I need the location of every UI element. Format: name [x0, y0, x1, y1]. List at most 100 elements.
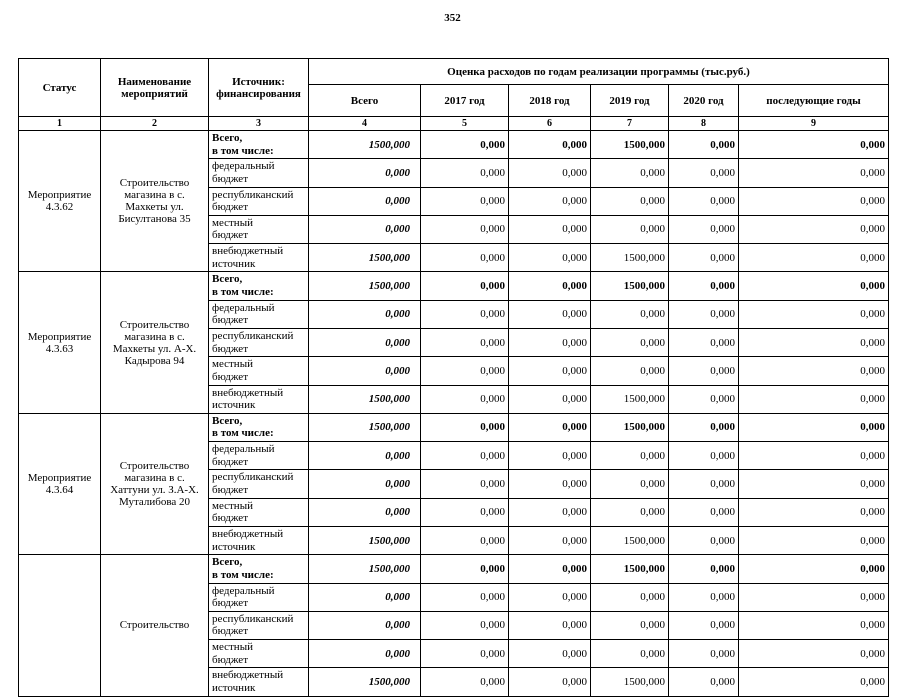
value-cell: 0,000 — [668, 158, 739, 188]
value-cell: 0,000 — [508, 525, 591, 556]
expense-row: Строительство Всего, в том числе: 1500,000… — [18, 554, 889, 697]
header-year-col-2: 2017 год — [420, 84, 509, 117]
value-cell: 0,000 — [738, 214, 889, 245]
page-number: 352 — [444, 12, 461, 24]
value-cell: 0,000 — [738, 327, 889, 358]
expense-row: местный бюджет 0,000 0,000 0,000 0,000 0,000 0… — [19, 497, 889, 527]
value-cell: 0,000 — [308, 158, 421, 188]
value-cell: 1500,000 — [590, 525, 669, 556]
value-cell: 0,000 — [668, 214, 739, 245]
value-cell: 0,000 — [590, 610, 669, 641]
value-cell: 0,000 — [420, 271, 509, 301]
funding-source-cell: внебюджетный источник — [208, 243, 309, 273]
value-cell: 0,000 — [668, 610, 739, 641]
value-cell: 0,000 — [508, 582, 591, 612]
funding-source-cell: Всего, в том числе: — [208, 412, 309, 443]
value-cell: 0,000 — [668, 186, 739, 216]
activity-name-cell: Строительство — [100, 554, 209, 697]
value-cell: 0,000 — [508, 356, 591, 386]
value-cell: 0,000 — [738, 299, 889, 329]
expense-row: внебюджетный источник 1500,000 0,000 0,000 1… — [19, 384, 889, 414]
value-cell: 0,000 — [508, 469, 591, 499]
value-cell: 0,000 — [668, 441, 739, 471]
value-cell: 0,000 — [668, 299, 739, 329]
value-cell: 0,000 — [738, 441, 889, 471]
value-cell: 0,000 — [590, 582, 669, 612]
value-cell: 1500,000 — [590, 129, 669, 160]
value-cell: 0,000 — [738, 639, 889, 669]
activity-name-cell: Строительство магазина в с. Махкеты ул. … — [100, 129, 209, 273]
value-cell: 0,000 — [420, 554, 509, 584]
value-cell: 1500,000 — [590, 243, 669, 273]
status-cell: Мероприятие 4.3.62 — [18, 129, 101, 273]
value-cell: 1500,000 — [590, 412, 669, 443]
expense-row: республиканский бюджет 0,000 0,000 0,000 0,0… — [19, 327, 889, 358]
value-cell: 0,000 — [508, 129, 591, 160]
expense-row: Мероприятие 4.3.63 Строительство магазина… — [18, 271, 889, 414]
value-cell: 0,000 — [420, 384, 509, 414]
status-cell: Мероприятие 4.3.64 — [18, 412, 101, 556]
value-cell: 0,000 — [508, 610, 591, 641]
value-cell: 1500,000 — [590, 554, 669, 584]
column-number: 7 — [590, 116, 669, 131]
value-cell: 0,000 — [420, 469, 509, 499]
expense-row: внебюджетный источник 1500,000 0,000 0,000 1… — [19, 243, 889, 273]
value-cell: 0,000 — [308, 214, 421, 245]
value-cell: 0,000 — [508, 214, 591, 245]
column-number: 4 — [308, 116, 421, 131]
value-cell: 0,000 — [668, 525, 739, 556]
funding-source-cell: местный бюджет — [208, 356, 309, 386]
value-cell: 0,000 — [738, 356, 889, 386]
value-cell: 0,000 — [420, 667, 509, 697]
header-funding-source: Источник: финансирования — [208, 58, 309, 117]
funding-source-cell: федеральный бюджет — [208, 582, 309, 612]
value-cell: 0,000 — [738, 243, 889, 273]
value-cell: 0,000 — [420, 129, 509, 160]
value-cell: 0,000 — [508, 412, 591, 443]
value-cell: 0,000 — [668, 667, 739, 697]
value-cell: 0,000 — [508, 299, 591, 329]
value-cell: 0,000 — [508, 384, 591, 414]
funding-source-cell: республиканский бюджет — [208, 610, 309, 641]
expense-row: Мероприятие 4.3.64 Строительство магазина… — [18, 412, 889, 556]
value-cell: 0,000 — [590, 158, 669, 188]
header-year-col-3: 2018 год — [508, 84, 591, 117]
column-number: 2 — [100, 116, 209, 131]
value-cell: 0,000 — [508, 667, 591, 697]
value-cell: 0,000 — [668, 497, 739, 527]
value-cell: 0,000 — [508, 554, 591, 584]
funding-source-cell: Всего, в том числе: — [208, 554, 309, 584]
value-cell: 1500,000 — [308, 271, 421, 301]
funding-source-cell: федеральный бюджет — [208, 299, 309, 329]
value-cell: 0,000 — [420, 186, 509, 216]
expense-row: местный бюджет 0,000 0,000 0,000 0,000 0,000 0… — [19, 356, 889, 386]
value-cell: 0,000 — [420, 582, 509, 612]
funding-source-cell: местный бюджет — [208, 497, 309, 527]
funding-source-cell: республиканский бюджет — [208, 469, 309, 499]
value-cell: 1500,000 — [308, 554, 421, 584]
value-cell: 0,000 — [738, 667, 889, 697]
value-cell: 0,000 — [420, 639, 509, 669]
value-cell: 0,000 — [668, 469, 739, 499]
value-cell: 0,000 — [308, 356, 421, 386]
value-cell: 0,000 — [420, 243, 509, 273]
value-cell: 1500,000 — [308, 412, 421, 443]
value-cell: 0,000 — [420, 299, 509, 329]
value-cell: 0,000 — [308, 327, 421, 358]
value-cell: 0,000 — [738, 554, 889, 584]
funding-source-cell: федеральный бюджет — [208, 158, 309, 188]
value-cell: 1500,000 — [308, 667, 421, 697]
value-cell: 0,000 — [420, 497, 509, 527]
expense-row: федеральный бюджет 0,000 0,000 0,000 0,000 0,… — [19, 582, 889, 612]
value-cell: 0,000 — [668, 639, 739, 669]
activity-name-cell: Строительство магазина в с. Махкеты ул. … — [100, 271, 209, 414]
column-number: 3 — [208, 116, 309, 131]
value-cell: 0,000 — [308, 299, 421, 329]
value-cell: 0,000 — [508, 271, 591, 301]
value-cell: 0,000 — [420, 356, 509, 386]
value-cell: 0,000 — [508, 441, 591, 471]
value-cell: 0,000 — [668, 243, 739, 273]
funding-source-cell: Всего, в том числе: — [208, 129, 309, 160]
funding-source-cell: внебюджетный источник — [208, 384, 309, 414]
value-cell: 0,000 — [420, 610, 509, 641]
